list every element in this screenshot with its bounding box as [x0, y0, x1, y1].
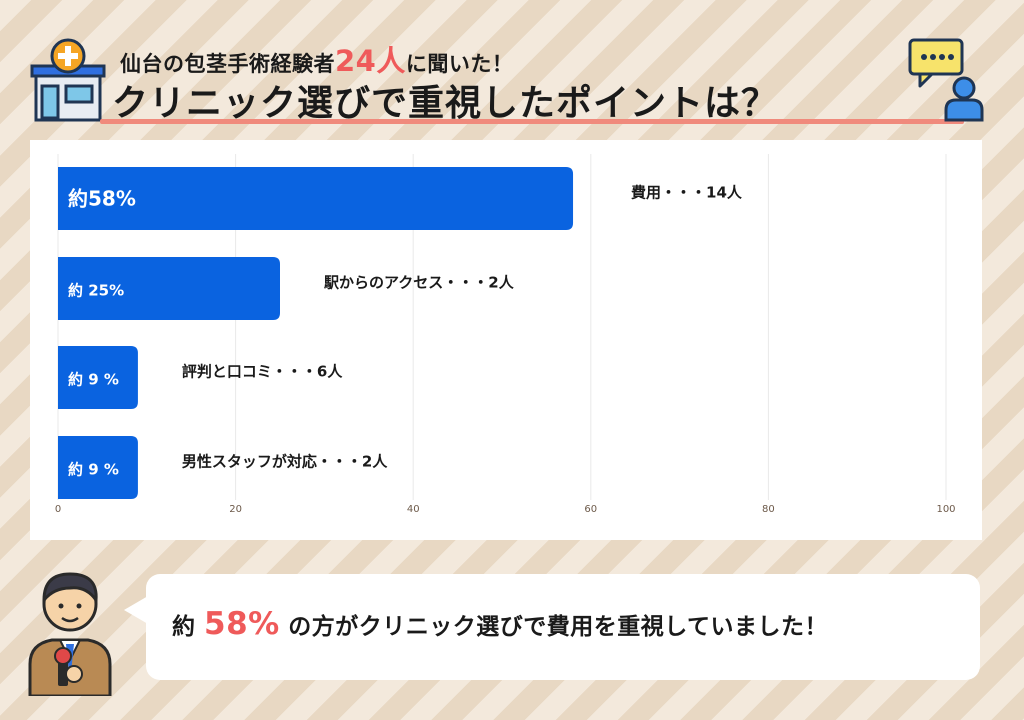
speech-bubble-person-icon — [908, 38, 984, 122]
x-tick-label: 80 — [762, 504, 775, 515]
title-underline — [100, 119, 964, 124]
chart-panel: 0 20 40 60 80 100 約58% 費用・・・14人約 25% 駅からのアクセス・・・… — [30, 140, 982, 540]
bar — [58, 436, 138, 499]
bar-category-label: 男性スタッフが対応・・・2人 — [182, 453, 388, 471]
reporter-with-microphone-icon — [28, 572, 112, 696]
x-tick-label: 60 — [584, 504, 597, 515]
bar-category-label: 費用・・・14人 — [631, 184, 743, 202]
speech-bubble-tail — [124, 596, 148, 624]
subtitle-after: に聞いた！ — [405, 52, 514, 76]
summary-text: 約 58% の方がクリニック選びで費用を重視していました！ — [172, 606, 828, 642]
clinic-building-icon — [30, 38, 106, 122]
bar-value-label: 約58% — [68, 187, 136, 211]
bar — [58, 257, 280, 320]
bar-value-label: 約 9 % — [68, 461, 119, 479]
summary-after: の方がクリニック選びで費用を重視していました！ — [279, 614, 829, 640]
bar-value-label: 約 25% — [68, 282, 124, 300]
bar-category-label: 駅からのアクセス・・・2人 — [323, 274, 515, 292]
bar — [58, 346, 138, 409]
page-title: クリニック選びで重視したポイントは？ — [112, 83, 779, 124]
summary-highlight: 58% — [204, 606, 280, 642]
subtitle-before: 仙台の包茎手術経験者 — [120, 52, 335, 76]
subtitle: 仙台の包茎手術経験者24人に聞いた！ — [120, 38, 513, 80]
x-tick-label: 0 — [55, 504, 61, 515]
bar-value-label: 約 9 % — [68, 371, 119, 389]
x-tick-label: 20 — [229, 504, 242, 515]
bar — [58, 167, 574, 230]
summary-before: 約 — [172, 614, 205, 640]
bar-category-label: 評判と口コミ・・・6人 — [182, 363, 343, 381]
subtitle-highlight: 24人 — [335, 44, 406, 78]
summary-bubble — [146, 574, 980, 680]
x-tick-label: 40 — [407, 504, 420, 515]
x-tick-label: 100 — [936, 504, 955, 515]
header: 仙台の包茎手術経験者24人に聞いた！ クリニック選びで重視したポイントは？ — [0, 0, 1024, 130]
